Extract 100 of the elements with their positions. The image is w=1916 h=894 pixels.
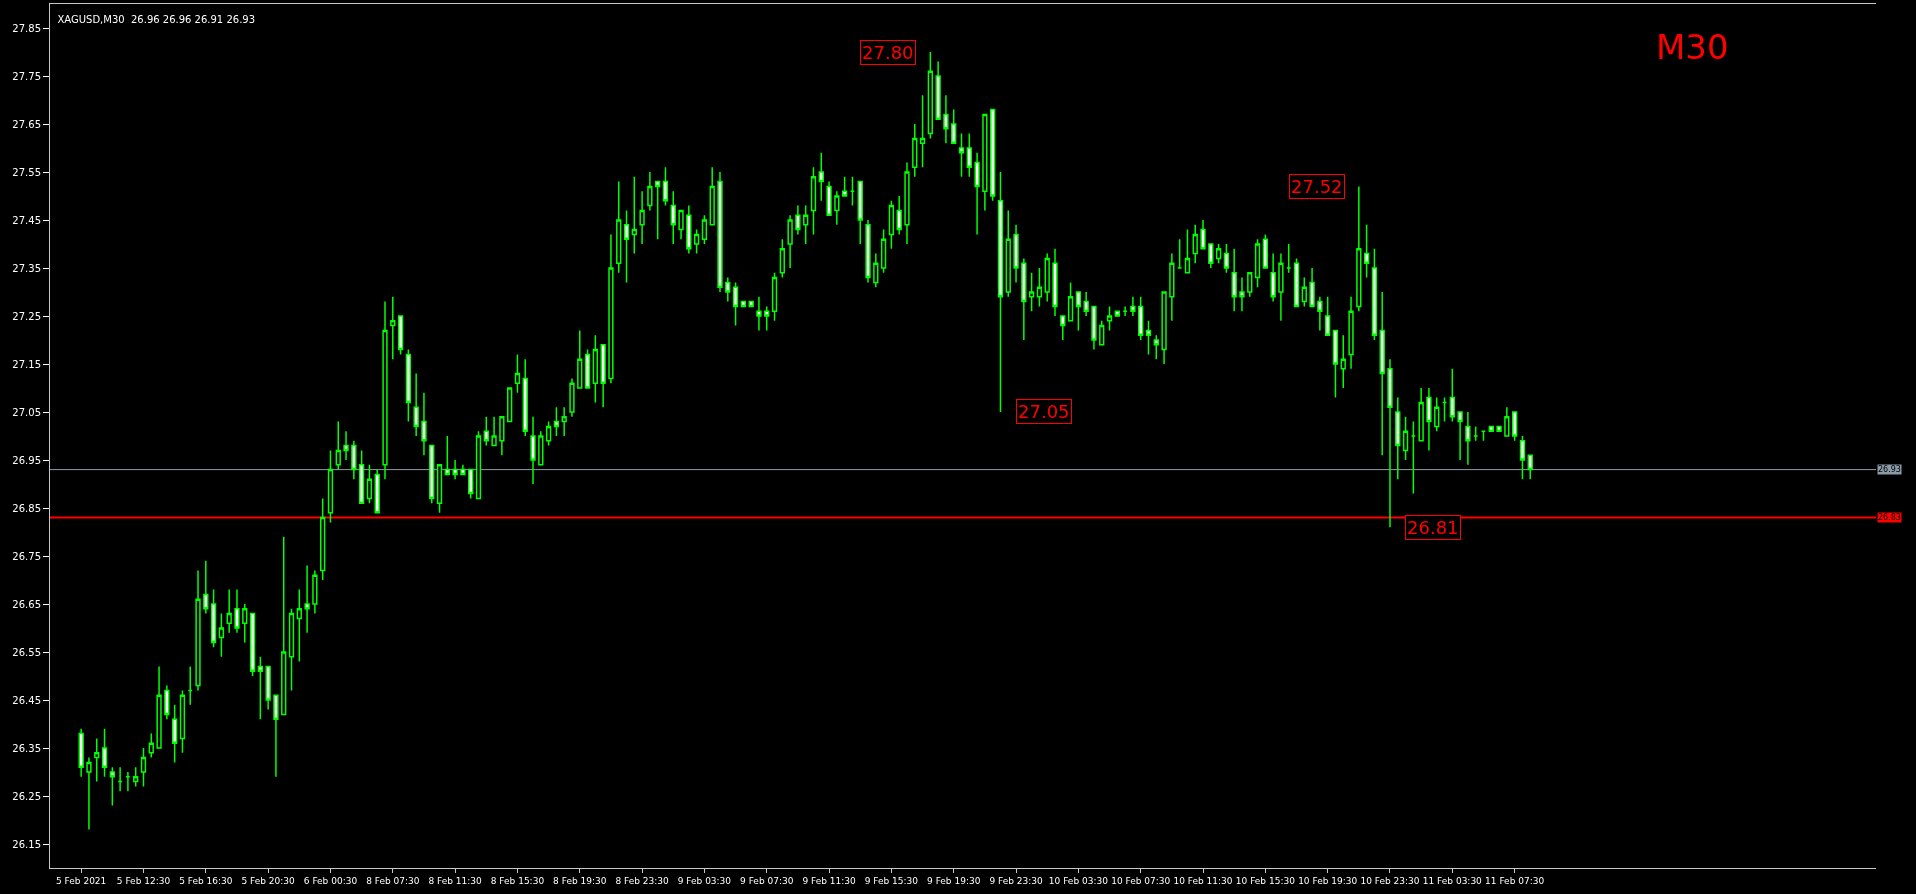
- candlestick: [1184, 228, 1191, 274]
- candlestick: [1021, 257, 1027, 341]
- candlestick: [179, 689, 186, 754]
- candlestick: [1527, 454, 1533, 480]
- candlestick: [429, 444, 435, 504]
- candlestick: [1356, 185, 1362, 312]
- candlestick: [1418, 387, 1424, 442]
- x-tick-label: 5 Feb 2021: [56, 875, 107, 886]
- candlestick: [1410, 420, 1417, 495]
- candlestick: [912, 123, 918, 178]
- candlestick: [779, 238, 785, 279]
- candlestick: [374, 468, 380, 514]
- candlestick: [1457, 411, 1463, 461]
- y-tick-label: 27.85: [12, 22, 41, 34]
- candlestick: [1130, 296, 1136, 317]
- x-tick-label: 6 Feb 00:30: [303, 875, 358, 886]
- candlestick: [483, 416, 489, 447]
- candlestick: [171, 704, 178, 764]
- candlestick: [896, 195, 902, 236]
- candlestick: [390, 296, 396, 360]
- candlestick: [701, 214, 708, 245]
- x-tick-label: 10 Feb 15:30: [1235, 875, 1296, 886]
- candlestick: [1028, 272, 1035, 312]
- candlestick: [1278, 252, 1284, 322]
- candlestick: [1223, 243, 1230, 274]
- candlestick: [405, 348, 412, 423]
- candlestick: [506, 387, 513, 423]
- candlestick: [1169, 252, 1175, 322]
- candlestick: [1036, 267, 1043, 308]
- candlestick: [1449, 368, 1455, 423]
- candlestick: [304, 564, 310, 634]
- candlestick: [1075, 291, 1082, 332]
- candlestick: [1122, 305, 1128, 317]
- candlestick: [919, 94, 926, 168]
- candlestick: [678, 209, 684, 240]
- candlestick: [499, 416, 505, 456]
- candlestick: [795, 204, 801, 236]
- candlestick: [117, 766, 123, 792]
- candlestick: [1013, 224, 1019, 284]
- candlestick: [514, 353, 521, 394]
- candlestick: [109, 766, 115, 807]
- candlestick: [1293, 257, 1300, 308]
- candlestick: [670, 190, 676, 245]
- candlestick: [1301, 276, 1307, 308]
- candlestick: [1067, 281, 1074, 322]
- candlestick: [756, 296, 762, 332]
- x-tick-label: 10 Feb 11:30: [1173, 875, 1233, 886]
- x-tick-label: 5 Feb 16:30: [179, 875, 233, 886]
- candlestick: [343, 430, 349, 461]
- y-tick-label: 27.15: [12, 358, 41, 370]
- candlestick: [662, 166, 669, 207]
- candlestick: [148, 732, 154, 759]
- text: M30: [1656, 27, 1729, 67]
- candlestick: [1325, 296, 1331, 336]
- candlestick: [1519, 435, 1526, 480]
- candlestick: [725, 276, 731, 303]
- candlestick: [1138, 296, 1144, 341]
- candlestick: [242, 603, 248, 644]
- x-tick-label: 8 Feb 23:30: [615, 875, 670, 886]
- y-tick-label: 26.95: [12, 454, 41, 466]
- candlestick: [195, 569, 201, 692]
- candlestick: [826, 180, 832, 216]
- candlestick: [1496, 425, 1502, 432]
- candlestick: [436, 464, 443, 514]
- candlestick: [538, 430, 544, 466]
- candlestick: [257, 656, 264, 720]
- candlestick: [982, 113, 988, 212]
- candlestick: [1145, 320, 1152, 356]
- candlestick: [382, 300, 388, 480]
- candlestick: [1309, 267, 1315, 308]
- candlestick: [849, 176, 856, 207]
- x-tick-label: 9 Feb 03:30: [677, 875, 732, 886]
- candlestick: [966, 132, 972, 178]
- candlestick: [491, 416, 497, 447]
- text: XAGUSD,M30 26.96 26.96 26.91 26.93: [57, 14, 256, 26]
- candlestick: [857, 180, 863, 245]
- candlestick: [600, 344, 606, 408]
- candlestick: [717, 171, 723, 293]
- candlestick: [530, 416, 536, 485]
- candlestick: [803, 204, 809, 245]
- annotation: 26.81: [1407, 517, 1459, 538]
- candlestick: [990, 108, 996, 202]
- x-tick-label: 9 Feb 11:30: [802, 875, 856, 886]
- annotation: 27.80: [862, 42, 914, 63]
- candlestick: [133, 766, 139, 788]
- candlestick: [320, 497, 326, 581]
- candlestick: [78, 728, 84, 778]
- candlestick: [475, 430, 482, 500]
- candlestick: [943, 94, 949, 144]
- candlestick: [203, 560, 209, 615]
- x-tick-label: 9 Feb 15:30: [864, 875, 919, 886]
- candlestick: [810, 166, 817, 236]
- candlestick: [1106, 305, 1113, 332]
- x-tick-label: 5 Feb 12:30: [116, 875, 171, 886]
- candlestick: [951, 108, 957, 144]
- candlestick: [592, 334, 598, 404]
- candlestick: [1363, 224, 1370, 279]
- candlestick: [873, 252, 879, 288]
- candlestick: [1348, 296, 1354, 370]
- y-tick-label: 26.85: [12, 502, 41, 514]
